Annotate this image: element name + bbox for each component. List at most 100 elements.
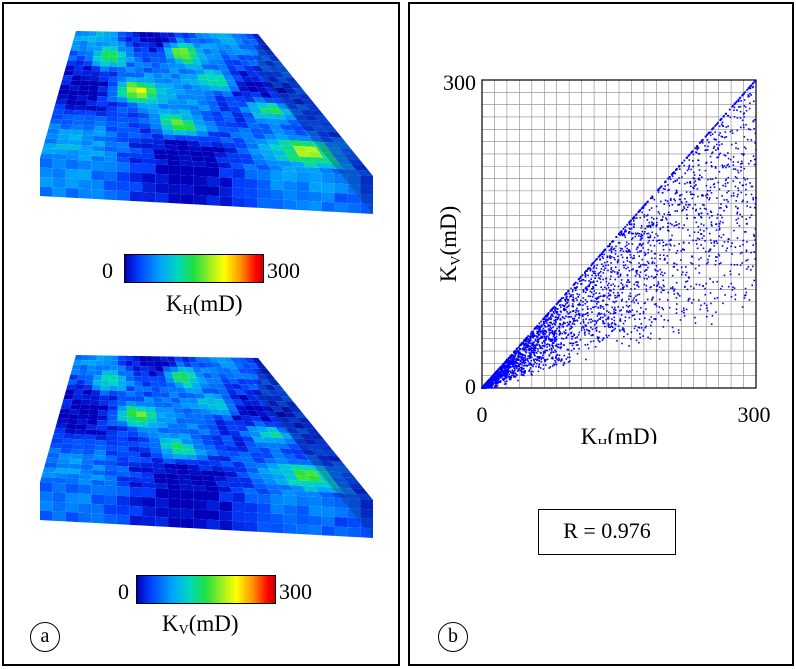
scatter-point [611, 329, 614, 332]
scatter-point [754, 203, 757, 205]
scatter-point [574, 337, 577, 339]
scatter-point [622, 232, 625, 235]
scatter-point [560, 343, 562, 346]
scatter-point [523, 361, 526, 364]
scatter-point [495, 383, 497, 386]
scatter-point [625, 244, 628, 247]
scatter-point [511, 369, 514, 372]
scatter-point [680, 200, 683, 203]
scatter-point [736, 109, 738, 112]
scatter-point [590, 281, 592, 284]
scatter-point [672, 265, 675, 268]
scatter-point [692, 239, 694, 242]
scatter-point [585, 324, 587, 327]
scatter-point [626, 310, 628, 312]
scatter-point [557, 359, 560, 362]
scatter-point [736, 211, 739, 214]
scatter-point [554, 306, 557, 309]
scatter-point [613, 319, 616, 322]
scatter-point [613, 256, 615, 259]
scatter-point [680, 266, 683, 269]
scatter-point [530, 331, 533, 334]
scatter-point [673, 262, 676, 265]
scatter-point [538, 333, 540, 335]
scatter-point [560, 342, 563, 344]
scatter-point [707, 250, 710, 253]
scatter-point [728, 165, 730, 168]
scatter-point [721, 143, 723, 145]
scatter-point [540, 330, 543, 333]
scatter-point [570, 325, 572, 328]
scatter-point [682, 271, 684, 273]
scatter-point [606, 260, 609, 263]
scatter-point [513, 369, 516, 372]
scatter-point [729, 158, 732, 161]
scatter-point [701, 237, 704, 240]
scatter-point [624, 264, 627, 266]
scatter-point [597, 274, 600, 277]
scatter-point [661, 239, 664, 242]
scatter-point [676, 292, 679, 295]
scatter-point [750, 193, 753, 196]
scatter-point [736, 237, 739, 239]
scatter-point [633, 327, 636, 330]
scatter-point [540, 347, 543, 349]
scatter-point [715, 223, 717, 226]
scatter-point [630, 219, 632, 222]
scatter-point [610, 256, 613, 258]
scatter-point [660, 200, 662, 203]
scatter-point [638, 262, 640, 264]
scatter-point [579, 339, 582, 341]
scatter-point [516, 374, 518, 376]
scatter-point [555, 302, 558, 305]
scatter-point [554, 336, 556, 339]
scatter-point [679, 194, 681, 197]
scatter-point [718, 188, 721, 190]
scatter-point [682, 307, 685, 310]
scatter-point [680, 250, 682, 252]
scatter-point [545, 336, 548, 339]
scatter-point [614, 258, 616, 261]
scatter-point [546, 315, 549, 317]
scatter-point [562, 364, 565, 367]
scatter-point [519, 351, 521, 354]
scatter-point [647, 248, 650, 251]
scatter-point [517, 365, 519, 368]
scatter-point [651, 257, 653, 260]
scatter-point [744, 106, 747, 108]
scatter-point [672, 330, 675, 333]
scatter-point [565, 293, 568, 296]
scatter-point [671, 204, 674, 206]
scatter-point [549, 338, 551, 340]
scatter-point [684, 286, 686, 288]
scatter-point [681, 202, 683, 204]
scatter-point [582, 304, 584, 306]
scatter-point [648, 209, 651, 211]
scatter-point [552, 315, 554, 318]
scatter-point [549, 324, 551, 327]
scatter-point [695, 151, 697, 153]
scatter-point [534, 347, 537, 350]
scatter-point [745, 250, 748, 253]
scatter-point [657, 281, 660, 283]
scatter-point [569, 295, 571, 298]
scatter-point [696, 247, 699, 250]
scatter-point [594, 345, 597, 348]
scatter-point [542, 327, 545, 330]
scatter-point [745, 188, 747, 191]
scatter-point [669, 198, 672, 201]
scatter-point [517, 349, 520, 352]
scatter-point [605, 277, 608, 280]
scatter-point [607, 317, 609, 320]
scatter-point [719, 152, 722, 155]
scatter-point [546, 358, 549, 361]
scatter-point [747, 87, 750, 89]
scatter-point [630, 232, 633, 235]
scatter-point [726, 198, 728, 201]
scatter-point [493, 379, 496, 382]
scatter-point [610, 271, 612, 273]
scatter-point [643, 302, 646, 305]
scatter-point [726, 206, 728, 208]
scatter-point [701, 194, 703, 197]
scatter-point [599, 295, 602, 298]
